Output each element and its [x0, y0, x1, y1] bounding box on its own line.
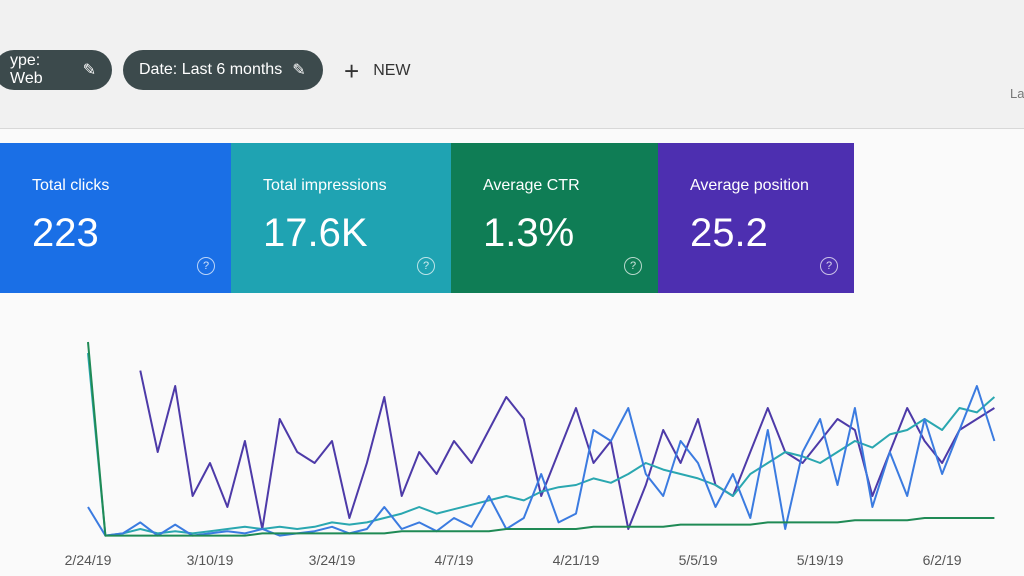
- toolbar: ype: Web ✎ Date: Last 6 months ✎ + NEW La: [0, 0, 1024, 129]
- card-value: 25.2: [690, 211, 768, 255]
- filter-chip[interactable]: Date: Last 6 months ✎: [123, 50, 323, 90]
- x-tick-label: 2/24/19: [65, 552, 112, 568]
- metric-card[interactable]: Average position 25.2?: [658, 143, 854, 293]
- edit-icon: ✎: [82, 62, 96, 79]
- card-value: 17.6K: [263, 211, 368, 255]
- help-icon[interactable]: ?: [820, 257, 838, 275]
- help-icon[interactable]: ?: [624, 257, 642, 275]
- card-value: 1.3%: [483, 211, 575, 255]
- new-button[interactable]: + NEW: [344, 56, 411, 86]
- card-value: 223: [32, 211, 99, 255]
- x-tick-label: 5/19/19: [797, 552, 844, 568]
- chip-text: ype: Web: [10, 52, 43, 87]
- corner-text: La: [1010, 86, 1024, 101]
- chip-text: Date: Last 6 months: [139, 61, 283, 78]
- card-label: Total impressions: [263, 177, 387, 194]
- x-tick-label: 5/5/19: [679, 552, 718, 568]
- metric-card[interactable]: Average CTR 1.3%?: [451, 143, 658, 293]
- metric-card[interactable]: Total clicks 223?: [0, 143, 231, 293]
- card-label: Total clicks: [32, 177, 110, 194]
- x-tick-label: 4/7/19: [435, 552, 474, 568]
- card-label: Average position: [690, 177, 809, 194]
- help-icon[interactable]: ?: [197, 257, 215, 275]
- x-tick-label: 4/21/19: [553, 552, 600, 568]
- x-tick-label: 6/2/19: [923, 552, 962, 568]
- filter-chip[interactable]: ype: Web ✎: [0, 50, 112, 90]
- plus-icon: +: [344, 56, 360, 86]
- metric-card[interactable]: Total impressions 17.6K?: [231, 143, 451, 293]
- x-tick-label: 3/10/19: [187, 552, 234, 568]
- help-icon[interactable]: ?: [417, 257, 435, 275]
- series-line: [87, 341, 995, 537]
- series-line: [87, 385, 996, 537]
- edit-icon: ✎: [292, 62, 306, 79]
- series-line: [87, 352, 996, 537]
- button-text: NEW: [373, 62, 411, 79]
- card-label: Average CTR: [483, 177, 580, 194]
- series-line: [139, 370, 995, 530]
- x-tick-label: 3/24/19: [309, 552, 356, 568]
